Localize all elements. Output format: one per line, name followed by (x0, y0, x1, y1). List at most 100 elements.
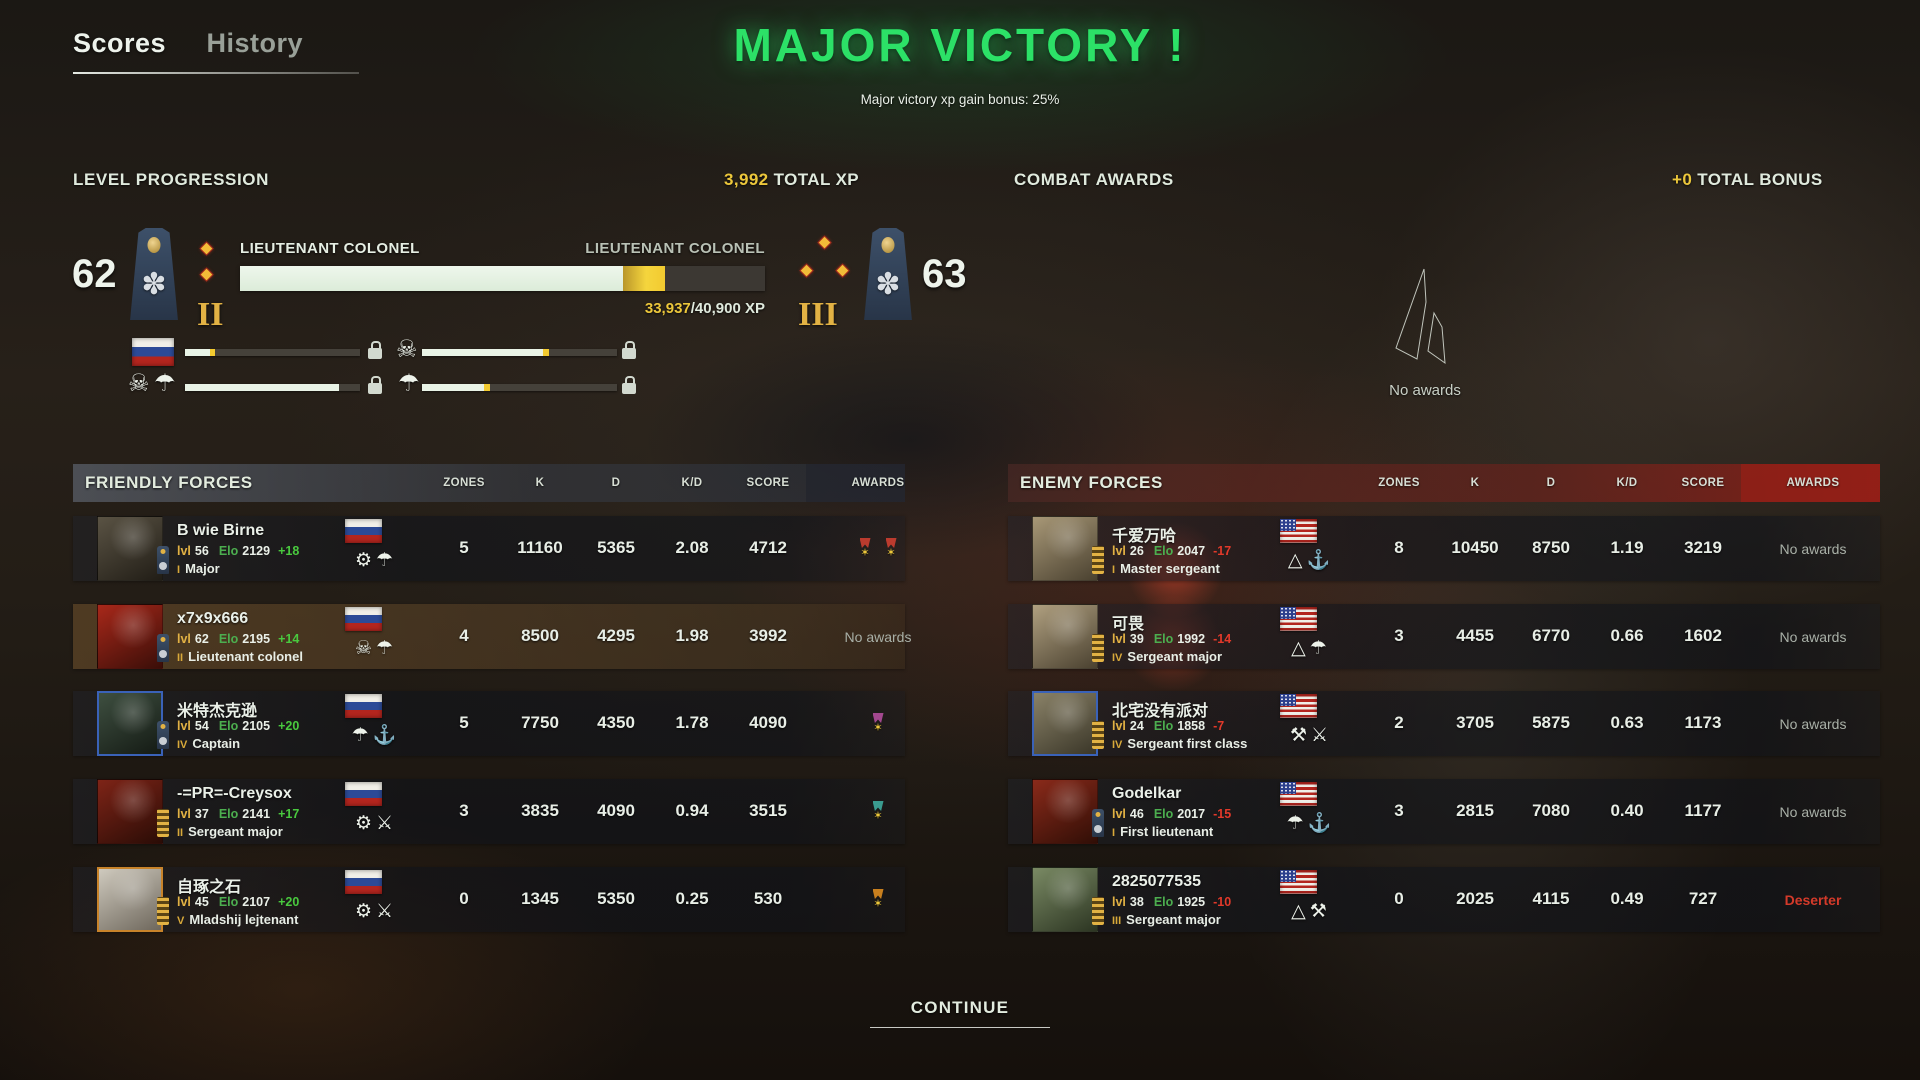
marines-emblem-icon: ⚓ (1307, 813, 1336, 834)
rank-name: Master sergeant (1120, 561, 1220, 576)
awards-header-band (806, 464, 905, 502)
enemy-player-row[interactable]: Godelkar lvl 46 Elo 2017 -15 I First lieutenant… (1008, 779, 1880, 844)
elo-delta: +17 (278, 807, 300, 821)
elo-label: Elo (1153, 895, 1174, 909)
commando-emblem-icon: ☠ (396, 336, 418, 363)
player-level-elo: lvl 38 Elo 1925 -10 (1112, 895, 1231, 909)
player-level-elo: lvl 39 Elo 1992 -14 (1112, 632, 1231, 646)
elo-delta: +20 (278, 895, 300, 909)
stat-zones: 4 (459, 626, 469, 645)
rank-insignia-icon (157, 721, 169, 749)
rank-insignia-icon (1092, 546, 1104, 574)
stat-zones: 8 (1394, 538, 1404, 557)
no-awards-label: No awards (1779, 540, 1847, 557)
stat-d: 5350 (597, 889, 635, 908)
rank-insignia-icon (157, 634, 169, 662)
stat-kd: 0.63 (1610, 713, 1644, 732)
column-header-deaths: D (1546, 477, 1556, 489)
player-rank: IV Captain (177, 736, 240, 751)
stat-score: 1177 (1684, 801, 1722, 820)
friendly-player-row[interactable]: 自琢之石 lvl 45 Elo 2107 +20 V Mladshij lejtenant ⚙⚔… (73, 867, 905, 932)
total-xp-label: TOTAL XP (768, 170, 860, 189)
class-emblems: ☂⚓ (1276, 808, 1346, 840)
next-rank-label: LIEUTENANT COLONEL (585, 240, 765, 257)
division-emblem-icon: △ (1291, 901, 1310, 922)
prestige-numeral: II (177, 652, 184, 664)
rank-name: First lieutenant (1120, 824, 1214, 839)
player-rank: IV Sergeant first class (1112, 736, 1247, 751)
stat-d: 4295 (597, 626, 635, 645)
continue-button[interactable]: CONTINUE (870, 998, 1050, 1028)
rank-name: Mladshij lejtenant (189, 912, 299, 927)
friendly-player-row[interactable]: -=PR=-Creysox lvl 37 Elo 2141 +17 II Sergeant m… (73, 779, 905, 844)
lvl-label: lvl (1112, 544, 1126, 558)
enemy-forces-table: ENEMY FORCES ZONES K D K/D SCORE AWARDS … (1008, 464, 1880, 934)
enemy-player-row[interactable]: 可畏 lvl 39 Elo 1992 -14 IV Sergeant major △☂ 3 4455… (1008, 604, 1880, 669)
stat-score: 1602 (1684, 626, 1722, 645)
class-emblems: ⚒⚔ (1276, 720, 1346, 752)
player-avatar (97, 691, 163, 756)
friendly-player-row[interactable]: 米特杰克逊 lvl 54 Elo 2105 +20 IV Captain ☂⚓ 5 7750 4350… (73, 691, 905, 756)
lvl-value: 46 (1129, 807, 1144, 821)
faction-progress-fill (185, 349, 210, 356)
level-progression-heading: LEVEL PROGRESSION (73, 170, 269, 189)
stat-kd: 0.25 (675, 889, 709, 908)
elo-delta: -15 (1213, 807, 1232, 821)
prestige-numeral: II (177, 827, 184, 839)
lock-icon (368, 376, 382, 394)
enemy-player-row[interactable]: 北宅没有派对 lvl 24 Elo 1858 -7 IV Sergeant first cla… (1008, 691, 1880, 756)
friendly-player-row[interactable]: x7x9x666 lvl 62 Elo 2195 +14 II Lieutenant colo… (73, 604, 911, 669)
stat-k: 8500 (521, 626, 559, 645)
friendly-player-row[interactable]: B wie Birne lvl 56 Elo 2129 +18 I Major ⚙☂ 5 11160… (73, 516, 905, 581)
paratrooper-emblem-icon: ☂ (1286, 813, 1308, 834)
class-emblems: ⚙⚔ (341, 808, 411, 840)
commando-emblem-icon: ☠ (354, 638, 376, 659)
player-avatar (97, 604, 163, 669)
enemy-player-row[interactable]: 千爱万哈 lvl 26 Elo 2047 -17 I Master sergeant △⚓ 8 10… (1008, 516, 1880, 581)
column-header-kd: K/D (681, 477, 703, 489)
total-xp: 3,992 TOTAL XP (724, 170, 859, 190)
prestige-pip-icon: ◆ (817, 232, 832, 252)
elo-value: 2047 (1177, 544, 1206, 558)
russia-flag-icon (345, 870, 382, 894)
russia-flag-icon (345, 607, 382, 631)
player-name: 北宅没有派对 (1112, 703, 1209, 720)
stat-k: 2025 (1456, 889, 1494, 908)
epaulette-star: ✽ (141, 268, 167, 301)
paratrooper-emblem-icon: ☂ (376, 638, 398, 659)
current-level-number: 62 (72, 252, 117, 296)
awards-cell: No awards (1741, 516, 1885, 581)
tab-history[interactable]: History (206, 28, 304, 58)
rank-insignia-icon (157, 897, 169, 925)
awards-cell: No awards (806, 604, 950, 669)
enemy-player-row[interactable]: 2825077535 lvl 38 Elo 1925 -10 III Sergeant maj… (1008, 867, 1880, 932)
elo-delta: +14 (278, 632, 300, 646)
lvl-label: lvl (1112, 807, 1126, 821)
lock-icon (622, 376, 636, 394)
stat-score: 4712 (749, 538, 787, 557)
tab-scores[interactable]: Scores (73, 28, 167, 58)
elo-value: 2107 (242, 895, 271, 909)
combat-awards-empty-text: No awards (1389, 382, 1461, 399)
rank-insignia-icon (1092, 634, 1104, 662)
prestige-pip-icon: ◆ (799, 260, 814, 280)
elo-value: 1858 (1177, 719, 1206, 733)
column-header-kills: K (535, 477, 545, 489)
lvl-label: lvl (177, 719, 191, 733)
deserter-label: Deserter (1784, 891, 1842, 908)
no-awards-label: No awards (1779, 803, 1847, 820)
faction-progress-bar (422, 349, 617, 356)
xp-progress-bar (240, 266, 765, 291)
class-emblems: ⚙☂ (341, 545, 411, 577)
column-header-awards: AWARDS (851, 477, 905, 489)
stat-kd: 1.19 (1610, 538, 1644, 557)
paratrooper-emblem-icon: ☂ (154, 370, 176, 397)
xp-progress-fill (240, 266, 624, 291)
player-avatar (97, 779, 163, 844)
player-avatar (1032, 691, 1098, 756)
player-name: 米特杰克逊 (177, 703, 258, 720)
victory-subtitle: Major victory xp gain bonus: 25% (860, 92, 1060, 107)
column-header-kd: K/D (1616, 477, 1638, 489)
player-avatar (97, 867, 163, 932)
stat-zones: 0 (459, 889, 469, 908)
